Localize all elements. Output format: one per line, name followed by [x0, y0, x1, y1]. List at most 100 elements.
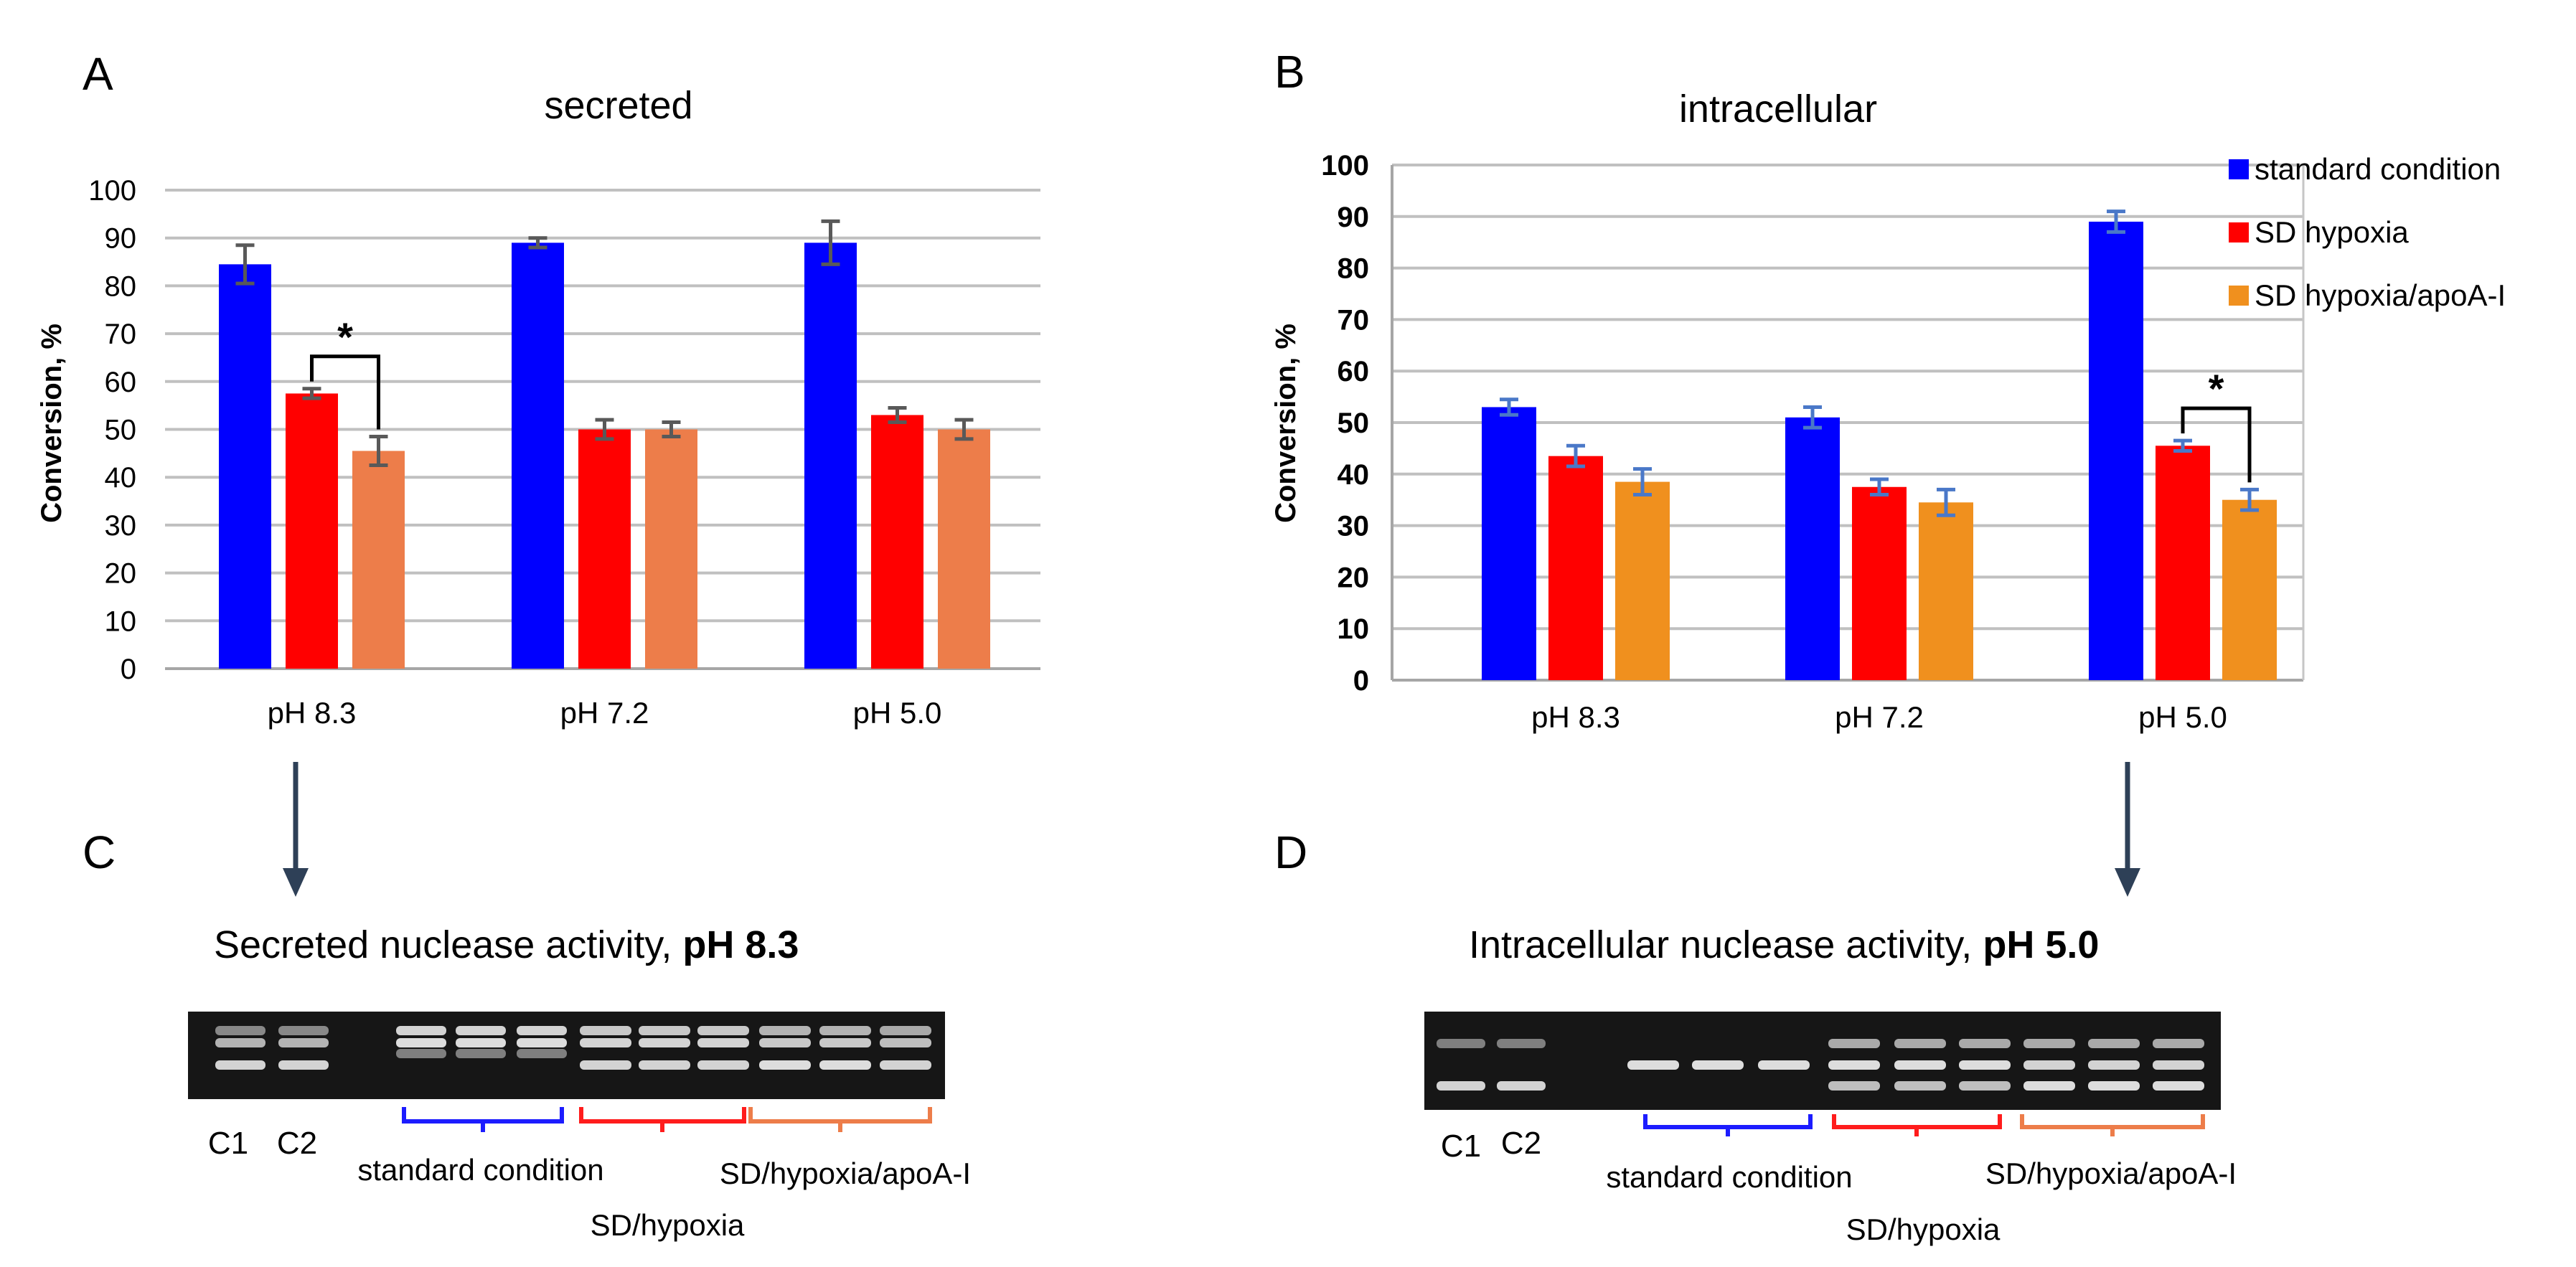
- gel-c-title-prefix: Secreted nuclease activity,: [214, 923, 682, 966]
- gel-c-band: [819, 1026, 871, 1035]
- chart-a-y-tick-label: 10: [105, 606, 137, 637]
- gel-c-band: [278, 1038, 329, 1047]
- chart-b-y-tick-label: 100: [1321, 150, 1369, 182]
- gel-d-image: [1424, 1012, 2221, 1110]
- chart-a-significance-star: *: [337, 314, 353, 359]
- chart-b-y-tick-label: 50: [1338, 408, 1370, 439]
- chart-a-x-ticks: pH 8.3 pH 7.2 pH 5.0: [268, 696, 942, 730]
- panel-d: D Intracellular nuclease activity, pH 5.…: [1274, 826, 2237, 1246]
- gel-d-band: [2153, 1081, 2204, 1091]
- gel-d-bracket-apoa: [2020, 1114, 2205, 1136]
- chart-a-y-ticks: 0 10 20 30 40 50 60 70 80 90 100: [88, 175, 136, 685]
- chart-a-x-tick-label: pH 8.3: [268, 696, 357, 730]
- gel-c-band: [396, 1026, 446, 1035]
- gel-c-bracket-standard: [402, 1107, 564, 1132]
- gel-c-label-c2: C2: [277, 1126, 317, 1161]
- chart-a-bar-ph-8-3-sd-hypoxia: [286, 393, 338, 669]
- gel-d-label-c2: C2: [1501, 1126, 1541, 1161]
- panel-label-b: B: [1274, 46, 1305, 98]
- chart-b-gridlines: [1391, 164, 2305, 682]
- gel-c-band: [580, 1038, 631, 1047]
- gel-d-band: [1959, 1039, 2011, 1048]
- chart-a-y-tick-label: 60: [105, 367, 137, 398]
- chart-b-legend-swatch-sd-hypoxia: [2229, 222, 2249, 242]
- chart-a-significance: *: [310, 314, 380, 430]
- gel-d-band: [1894, 1060, 1946, 1070]
- chart-a-y-tick-label: 70: [105, 319, 137, 350]
- chart-a-y-tick-label: 90: [105, 223, 137, 255]
- gel-d-bracket-hypoxia: [1832, 1114, 2002, 1136]
- gel-d-band: [1894, 1039, 1946, 1048]
- chart-b-bar-ph-7-2-standard-condition: [1785, 417, 1840, 680]
- gel-c-band: [819, 1060, 871, 1070]
- chart-a-y-tick-label: 100: [88, 175, 136, 207]
- gel-c-band: [517, 1026, 567, 1035]
- chart-b-y-tick-label: 70: [1338, 304, 1370, 336]
- gel-d-band: [1758, 1060, 1810, 1070]
- panel-c: C Secreted nuclease activity, pH 8.3 C1 …: [83, 826, 971, 1242]
- chart-b-error-bars: [1500, 209, 2259, 517]
- chart-b-y-ticks: 0 10 20 30 40 50 60 70 80 90 100: [1321, 150, 1369, 697]
- chart-a-bar-ph-7-2-standard-condition: [512, 242, 564, 669]
- chart-a-y-tick-label: 80: [105, 270, 137, 302]
- gel-d-band: [1828, 1039, 1880, 1048]
- gel-c-band: [819, 1038, 871, 1047]
- chart-b-x-tick-label: pH 7.2: [1835, 700, 1924, 734]
- panel-label-a: A: [83, 48, 113, 100]
- gel-d-band: [1692, 1060, 1744, 1070]
- chart-b-bar-ph-7-2-sd-hypoxia-apoa-i: [1919, 502, 1973, 680]
- chart-b-legend-label-standard-condition: standard condition: [2255, 152, 2501, 186]
- gel-d-band: [1497, 1081, 1546, 1091]
- gel-c-band: [639, 1026, 690, 1035]
- gel-d-band: [1437, 1039, 1485, 1048]
- chart-a-bar-ph-5-0-sd-hypoxia-apoa-i: [938, 429, 990, 669]
- chart-a-ylabel: Conversion, %: [36, 324, 67, 523]
- chart-a-bar-ph-7-2-sd-hypoxia-apoa-i: [645, 429, 697, 669]
- gel-d-band: [2088, 1060, 2140, 1070]
- gel-d-band: [1959, 1081, 2011, 1091]
- gel-c-band: [697, 1060, 749, 1070]
- chart-b-legend: standard condition SD hypoxia SD hypoxia/a…: [2229, 152, 2506, 312]
- chart-a-y-tick-label: 20: [105, 558, 137, 590]
- chart-a-bar-ph-7-2-sd-hypoxia: [578, 429, 631, 669]
- gel-d-title-bold: pH 5.0: [1983, 923, 2099, 966]
- chart-a-significance-bracket: [310, 354, 380, 430]
- chart-b-y-tick-label: 30: [1338, 511, 1370, 542]
- gel-d-band: [1497, 1039, 1546, 1048]
- gel-c-bracket-hypoxia: [579, 1107, 746, 1132]
- chart-b-bar-ph-8-3-sd-hypoxia: [1548, 456, 1603, 680]
- gel-c-band: [880, 1026, 931, 1035]
- panel-label-d: D: [1274, 826, 1307, 878]
- gel-d-bands: [1437, 1039, 2204, 1091]
- panel-label-c: C: [83, 826, 116, 878]
- gel-c-band: [215, 1026, 265, 1035]
- chart-a-y-tick-label: 30: [105, 510, 137, 542]
- gel-c-band: [697, 1026, 749, 1035]
- gel-c-band: [396, 1038, 446, 1047]
- chart-a-bar-ph-5-0-standard-condition: [804, 242, 857, 669]
- chart-a-y-tick-label: 40: [105, 462, 137, 494]
- chart-b-title: intracellular: [1679, 88, 1877, 131]
- chart-a-error-bars: [235, 219, 974, 468]
- panel-a: A secreted Conversion, % 0 10 20 30 40 50 60 70…: [36, 48, 1040, 897]
- chart-b-y-tick-label: 90: [1338, 202, 1370, 233]
- gel-d-band: [1894, 1081, 1946, 1091]
- chart-a-bar-ph-8-3-sd-hypoxia-apoa-i: [352, 451, 405, 669]
- gel-c-label-hypoxia: SD/hypoxia: [591, 1208, 745, 1242]
- chart-a-bar-ph-5-0-sd-hypoxia: [871, 415, 923, 669]
- gel-d-band: [2023, 1081, 2075, 1091]
- chart-b-legend-label-sd-hypoxia-apoa-i: SD hypoxia/apoA-I: [2255, 278, 2506, 312]
- gel-c-band: [517, 1049, 567, 1058]
- chart-b-bars: [1482, 221, 2277, 681]
- gel-c-band: [759, 1060, 811, 1070]
- chart-b-bar-ph-5-0-sd-hypoxia-apoa-i: [2222, 499, 2277, 680]
- gel-c-band: [580, 1026, 631, 1035]
- gel-c-band: [580, 1060, 631, 1070]
- gel-c-title-bold: pH 8.3: [682, 923, 799, 966]
- chart-a-title: secreted: [544, 84, 692, 127]
- chart-b-bar-ph-7-2-sd-hypoxia: [1852, 486, 1907, 680]
- chart-b-significance-star: *: [2209, 366, 2224, 411]
- chart-b-y-tick-label: 10: [1338, 613, 1370, 645]
- gel-c-band: [639, 1060, 690, 1070]
